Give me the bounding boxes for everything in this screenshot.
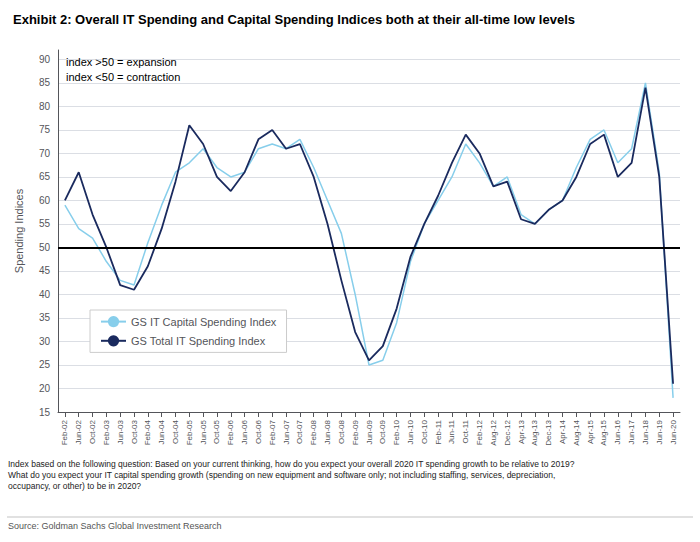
- svg-text:15: 15: [39, 407, 51, 418]
- svg-text:Jun-09: Jun-09: [365, 419, 374, 444]
- svg-text:occupancy, or other) to be in: occupancy, or other) to be in 2020?: [8, 481, 141, 491]
- svg-text:Oct-03: Oct-03: [130, 419, 139, 444]
- svg-text:Jun-03: Jun-03: [116, 419, 125, 444]
- svg-text:25: 25: [39, 359, 51, 370]
- svg-text:Feb-10: Feb-10: [392, 419, 401, 445]
- svg-text:Oct-02: Oct-02: [88, 419, 97, 444]
- svg-text:Feb-08: Feb-08: [309, 419, 318, 445]
- svg-text:Feb-03: Feb-03: [102, 419, 111, 445]
- svg-text:90: 90: [39, 54, 51, 65]
- svg-text:Aug-14: Aug-14: [572, 419, 581, 445]
- svg-text:35: 35: [39, 312, 51, 323]
- svg-text:index <50 = contraction: index <50 = contraction: [66, 71, 180, 83]
- svg-text:Apr-14: Apr-14: [558, 419, 567, 444]
- svg-text:Aug-13: Aug-13: [530, 419, 539, 445]
- svg-text:Jun-20: Jun-20: [669, 419, 678, 444]
- svg-text:Feb-09: Feb-09: [351, 419, 360, 445]
- svg-text:Jun-11: Jun-11: [447, 419, 456, 443]
- svg-text:45: 45: [39, 265, 51, 276]
- svg-text:Oct-08: Oct-08: [337, 419, 346, 444]
- svg-text:20: 20: [39, 383, 51, 394]
- svg-text:30: 30: [39, 336, 51, 347]
- svg-text:Oct-05: Oct-05: [212, 419, 221, 444]
- svg-text:Feb-11: Feb-11: [434, 419, 443, 444]
- svg-text:Aug-12: Aug-12: [489, 419, 498, 445]
- svg-text:Dec-13: Dec-13: [544, 419, 553, 445]
- svg-text:50: 50: [39, 242, 51, 253]
- svg-text:Jun-08: Jun-08: [323, 419, 332, 444]
- svg-text:Jun-19: Jun-19: [655, 419, 664, 444]
- svg-text:Jun-07: Jun-07: [282, 419, 291, 444]
- svg-text:60: 60: [39, 195, 51, 206]
- svg-text:What do you expect your IT cap: What do you expect your IT capital spend…: [8, 470, 555, 480]
- svg-text:Aug-15: Aug-15: [599, 419, 608, 445]
- svg-text:Oct-09: Oct-09: [378, 419, 387, 444]
- svg-text:55: 55: [39, 218, 51, 229]
- svg-text:Jun-16: Jun-16: [613, 419, 622, 444]
- svg-text:75: 75: [39, 124, 51, 135]
- svg-text:Oct-11: Oct-11: [461, 419, 470, 443]
- svg-text:Jun-05: Jun-05: [199, 419, 208, 444]
- svg-text:GS Total IT Spending Index: GS Total IT Spending Index: [131, 335, 266, 347]
- svg-text:65: 65: [39, 171, 51, 182]
- svg-text:Apr-15: Apr-15: [586, 419, 595, 444]
- svg-text:index >50 = expansion: index >50 = expansion: [66, 56, 177, 68]
- svg-text:Exhibit 2: Overall IT Spending: Exhibit 2: Overall IT Spending and Capit…: [13, 12, 575, 27]
- svg-text:Source: Goldman Sachs Global I: Source: Goldman Sachs Global Investment …: [8, 521, 222, 531]
- svg-text:Spending Indices: Spending Indices: [13, 188, 25, 273]
- svg-text:Feb-02: Feb-02: [60, 419, 69, 445]
- svg-text:Oct-04: Oct-04: [171, 419, 180, 444]
- svg-text:Feb-07: Feb-07: [268, 419, 277, 445]
- svg-text:70: 70: [39, 148, 51, 159]
- svg-text:40: 40: [39, 289, 51, 300]
- svg-text:Jun-06: Jun-06: [240, 419, 249, 444]
- svg-text:Feb-04: Feb-04: [143, 419, 152, 445]
- svg-text:80: 80: [39, 101, 51, 112]
- svg-text:Oct-10: Oct-10: [420, 419, 429, 444]
- svg-text:Apr-13: Apr-13: [517, 419, 526, 444]
- svg-text:Jun-02: Jun-02: [74, 419, 83, 444]
- svg-text:Feb-12: Feb-12: [475, 419, 484, 445]
- svg-text:Feb-06: Feb-06: [226, 419, 235, 445]
- svg-text:Jun-18: Jun-18: [641, 419, 650, 444]
- svg-text:Feb-05: Feb-05: [185, 419, 194, 445]
- svg-text:Index based on the following q: Index based on the following question: B…: [8, 459, 575, 469]
- svg-text:Jun-04: Jun-04: [157, 419, 166, 444]
- svg-text:Jun-17: Jun-17: [627, 419, 636, 444]
- svg-text:GS IT Capital Spending Index: GS IT Capital Spending Index: [131, 316, 277, 328]
- svg-text:Oct-06: Oct-06: [254, 419, 263, 444]
- svg-text:85: 85: [39, 77, 51, 88]
- svg-text:Dec-12: Dec-12: [503, 419, 512, 445]
- svg-text:Oct-07: Oct-07: [295, 419, 304, 444]
- svg-text:Jun-10: Jun-10: [406, 419, 415, 444]
